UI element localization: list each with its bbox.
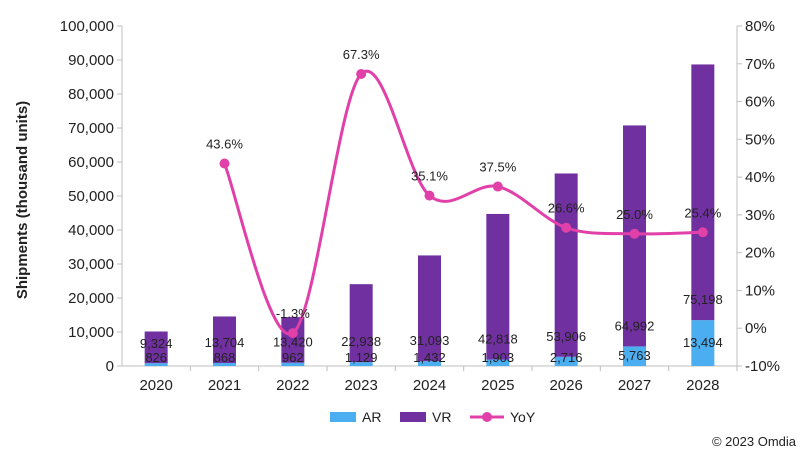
- bar-ar: [554, 356, 578, 366]
- data-label-vr: 31,093: [410, 333, 450, 348]
- y-tick-label: 20,000: [68, 290, 114, 307]
- y2-tick-label: 10%: [745, 282, 775, 299]
- y-axis-title: Shipments (thousand units): [14, 101, 31, 299]
- y2-tick-label: 60%: [745, 94, 775, 111]
- x-tick-label: 2028: [686, 377, 719, 394]
- bar-vr: [281, 317, 305, 363]
- y2-tick-label: 80%: [745, 18, 775, 35]
- data-label-vr: 13,420: [273, 335, 313, 350]
- x-tick-label: 2026: [549, 377, 582, 394]
- bar-ar: [486, 359, 510, 366]
- x-tick-label: 2024: [413, 377, 446, 394]
- legend-marker-yoy: [482, 412, 492, 422]
- data-label-yoy: -1.3%: [276, 306, 310, 321]
- data-label-vr: 53,906: [546, 329, 586, 344]
- data-label-ar: 826: [145, 350, 167, 365]
- x-tick-label: 2021: [208, 377, 241, 394]
- data-label-ar: 5,763: [618, 348, 651, 363]
- bar-vr: [349, 284, 373, 363]
- legend-swatch-ar: [330, 412, 356, 422]
- data-label-ar: 868: [214, 350, 236, 365]
- yoy-point: [697, 227, 708, 238]
- bar-ar: [623, 346, 646, 366]
- y-tick-label: 90,000: [68, 52, 114, 69]
- data-label-vr: 42,818: [478, 332, 518, 347]
- yoy-point: [492, 181, 503, 192]
- data-label-yoy: 25.4%: [684, 205, 721, 220]
- y-tick-label: 80,000: [68, 86, 114, 103]
- y-tick-label: 30,000: [68, 256, 114, 273]
- bar-vr: [486, 213, 510, 360]
- bar-ar: [213, 363, 236, 366]
- bar-ar: [281, 362, 305, 366]
- x-tick-label: 2027: [618, 377, 651, 394]
- data-label-vr: 22,938: [341, 334, 381, 349]
- y-tick-label: 60,000: [68, 154, 114, 171]
- y-tick-label: 40,000: [68, 222, 114, 239]
- yoy-line-group: [219, 68, 708, 339]
- data-label-ar: 962: [282, 350, 304, 365]
- y2-tick-label: 70%: [745, 56, 775, 73]
- y-tick-label: 10,000: [68, 324, 114, 341]
- data-label-yoy: 35.1%: [411, 169, 448, 184]
- yoy-point: [424, 190, 435, 201]
- bar-vr: [554, 173, 578, 357]
- x-tick-label: 2022: [276, 377, 309, 394]
- y2-tick-label: 30%: [745, 207, 775, 224]
- bar-ar: [418, 361, 441, 366]
- data-label-vr: 75,198: [683, 292, 723, 307]
- legend-swatch-vr: [400, 412, 426, 422]
- legend: AR VR YoY: [330, 409, 536, 425]
- data-label-yoy: 37.5%: [479, 160, 516, 175]
- bar-vr: [691, 64, 715, 321]
- bar-vr: [418, 255, 441, 362]
- x-tick-label: 2023: [344, 377, 377, 394]
- bar-ar: [144, 363, 168, 366]
- yoy-point: [629, 228, 640, 239]
- data-label-ar: 2,716: [550, 350, 583, 365]
- legend-label-yoy: YoY: [510, 409, 536, 425]
- yoy-point: [356, 68, 367, 79]
- data-label-yoy: 25.0%: [616, 207, 653, 222]
- bar-vr: [213, 316, 236, 364]
- y2-tick-label: -10%: [745, 358, 780, 375]
- y-tick-label: 50,000: [68, 188, 114, 205]
- axes-group: 0 10,000 20,000 30,000 40,000 50,000 60,000 70,…: [60, 18, 780, 394]
- yoy-point: [287, 328, 298, 339]
- bar-ar: [691, 320, 715, 366]
- yoy-point: [219, 158, 230, 169]
- legend-label-ar: AR: [362, 409, 381, 425]
- data-label-ar: 1,903: [482, 350, 515, 365]
- x-tick-label: 2020: [139, 377, 172, 394]
- bar-ar: [349, 362, 373, 366]
- y-tick-label: 70,000: [68, 120, 114, 137]
- data-label-vr: 9,324: [140, 336, 173, 351]
- data-label-yoy: 26.6%: [548, 201, 585, 216]
- data-label-vr: 64,992: [615, 318, 655, 333]
- y2-tick-label: 40%: [745, 169, 775, 186]
- legend-label-vr: VR: [432, 409, 451, 425]
- x-tick-label: 2025: [481, 377, 514, 394]
- yoy-point: [561, 222, 572, 233]
- data-label-ar: 13,494: [683, 335, 723, 350]
- copyright-text: © 2023 Omdia: [712, 434, 797, 449]
- data-label-vr: 13,704: [205, 335, 245, 350]
- data-label-yoy: 43.6%: [206, 137, 243, 152]
- bar-vr: [144, 331, 168, 364]
- data-label-yoy: 67.3%: [343, 47, 380, 62]
- y2-tick-label: 50%: [745, 131, 775, 148]
- y-tick-label: 100,000: [60, 18, 114, 35]
- data-label-ar: 1,129: [345, 350, 378, 365]
- data-label-ar: 1,432: [413, 350, 446, 365]
- y2-tick-label: 20%: [745, 245, 775, 262]
- y-tick-label: 0: [106, 358, 114, 375]
- y2-tick-label: 0%: [745, 320, 767, 337]
